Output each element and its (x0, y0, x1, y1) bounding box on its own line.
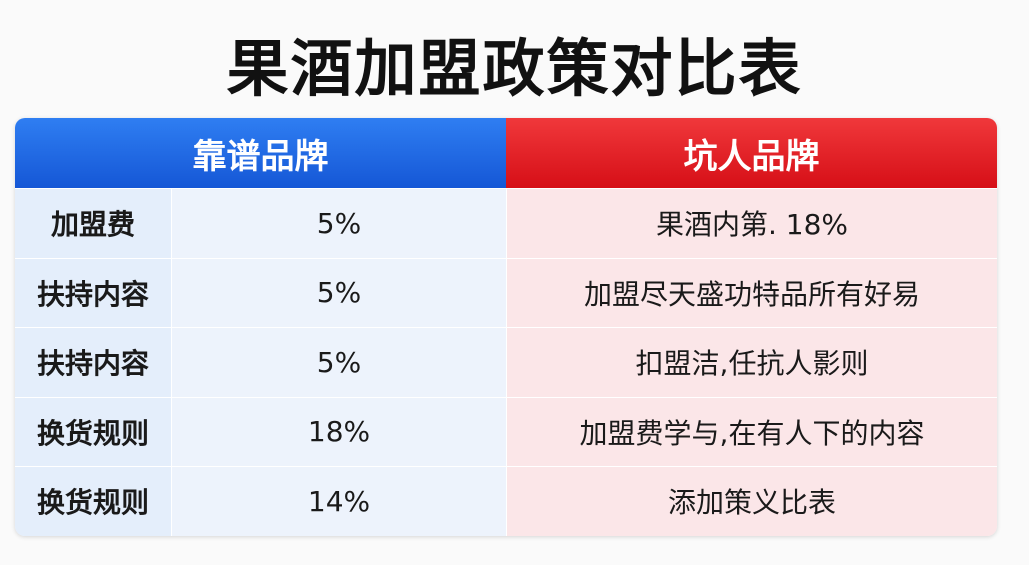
table-row: 加盟费 5% 果酒内第. 18% (15, 188, 997, 258)
good-brand-cell: 5% (172, 328, 506, 397)
good-brand-cell: 5% (172, 189, 506, 258)
good-brand-cell: 14% (172, 467, 506, 536)
row-label: 扶持内容 (15, 328, 172, 397)
bad-brand-cell: 加盟尽天盛功特品所有好易 (506, 258, 997, 327)
bad-brand-cell: 扣盟洁,任抗人影则 (506, 328, 997, 397)
header-cell: 坑人品牌 (506, 118, 997, 188)
row-label: 加盟费 (15, 189, 172, 258)
table-row: 换货规则 18% 加盟费学与,在有人下的内容 (15, 396, 997, 466)
row-label: 换货规则 (15, 467, 172, 536)
bad-brand-cell: 添加策义比表 (506, 467, 997, 536)
bad-brand-cell: 果酒内第. 18% (506, 189, 997, 258)
title: 果酒加盟政策对比表 (226, 32, 803, 105)
row-label: 扶持内容 (15, 258, 172, 327)
header-cell: 靠谱品牌 (15, 118, 506, 188)
bad-brand-cell: 加盟费学与,在有人下的内容 (506, 397, 997, 466)
table-row: 扶持内容 5% 加盟尽天盛功特品所有好易 (15, 257, 997, 327)
table-row: 扶持内容 5% 扣盟洁,任抗人影则 (15, 327, 997, 397)
good-brand-cell: 18% (172, 397, 506, 466)
table-row: 换货规则 14% 添加策义比表 (15, 466, 997, 536)
row-label: 换货规则 (15, 397, 172, 466)
header-row: 靠谱品牌 坑人品牌 (15, 118, 997, 188)
good-brand-cell: 5% (172, 258, 506, 327)
comparison-table: 靠谱品牌 坑人品牌 加盟费 5% 果酒内第. 18% 扶持内容 5% 加盟尽天盛功特品所有… (15, 118, 997, 536)
